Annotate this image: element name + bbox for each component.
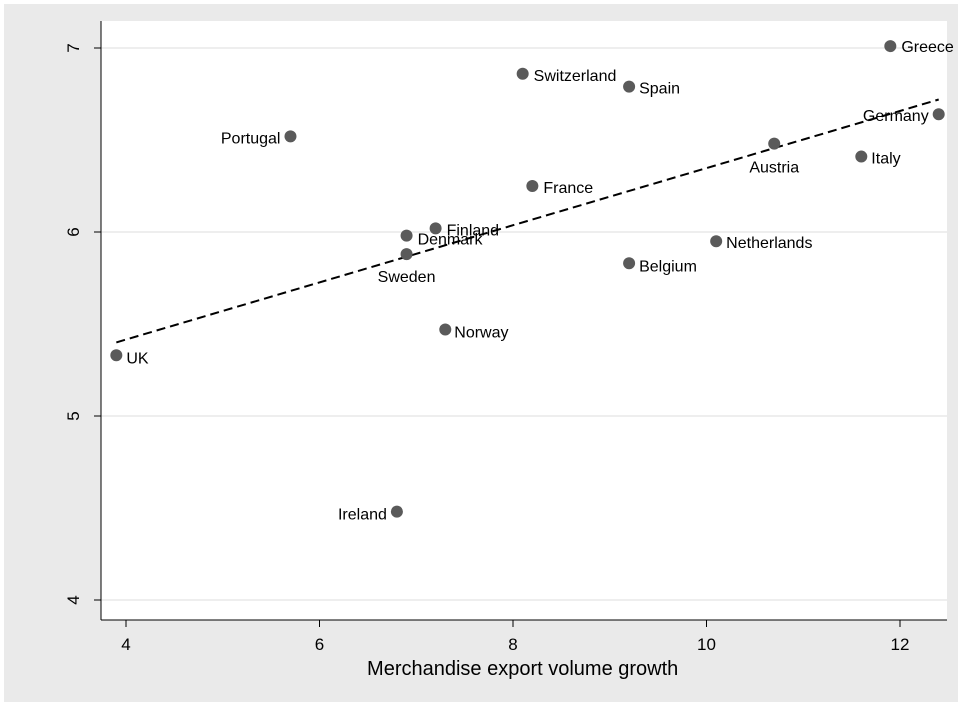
point-label-portugal: Portugal [221,130,281,147]
point-label-uk: UK [126,350,149,367]
point-label-finland: Finland [447,222,499,239]
point-label-germany: Germany [863,108,929,125]
point-austria [768,137,781,150]
point-label-ireland: Ireland [338,507,387,524]
point-denmark [400,229,413,242]
x-tick-label-6: 6 [315,635,324,654]
point-germany [932,108,945,121]
point-uk [110,349,123,362]
point-label-spain: Spain [639,81,680,98]
point-italy [855,150,868,163]
y-tick-label-6: 6 [64,227,83,236]
point-norway [439,323,452,336]
x-tick-label-8: 8 [508,635,517,654]
point-label-sweden: Sweden [378,269,436,286]
point-label-norway: Norway [454,325,508,342]
point-ireland [390,505,403,518]
y-tick-label-7: 7 [64,43,83,52]
point-label-france: France [543,180,593,197]
x-tick-label-12: 12 [891,635,910,654]
plot-area [101,21,947,620]
x-tick-label-4: 4 [121,635,130,654]
point-finland [429,222,442,235]
point-france [526,180,539,192]
point-label-italy: Italy [871,151,900,168]
x-tick-label-10: 10 [697,635,716,654]
fit-line [116,98,939,344]
point-spain [623,80,636,93]
point-label-switzerland: Switzerland [534,68,617,85]
point-label-greece: Greece [901,39,954,56]
point-portugal [284,130,297,143]
point-sweden [400,248,413,261]
point-netherlands [710,235,723,248]
y-tick-label-5: 5 [64,411,83,420]
point-label-belgium: Belgium [639,258,697,275]
y-tick-label-4: 4 [64,595,83,604]
point-belgium [623,257,636,270]
point-greece [884,40,897,53]
x-axis-title: Merchandise export volume growth [367,658,678,680]
point-label-austria: Austria [749,160,799,177]
point-label-netherlands: Netherlands [726,235,812,252]
point-switzerland [516,67,529,80]
point-label-denmark: Denmark [418,232,484,249]
